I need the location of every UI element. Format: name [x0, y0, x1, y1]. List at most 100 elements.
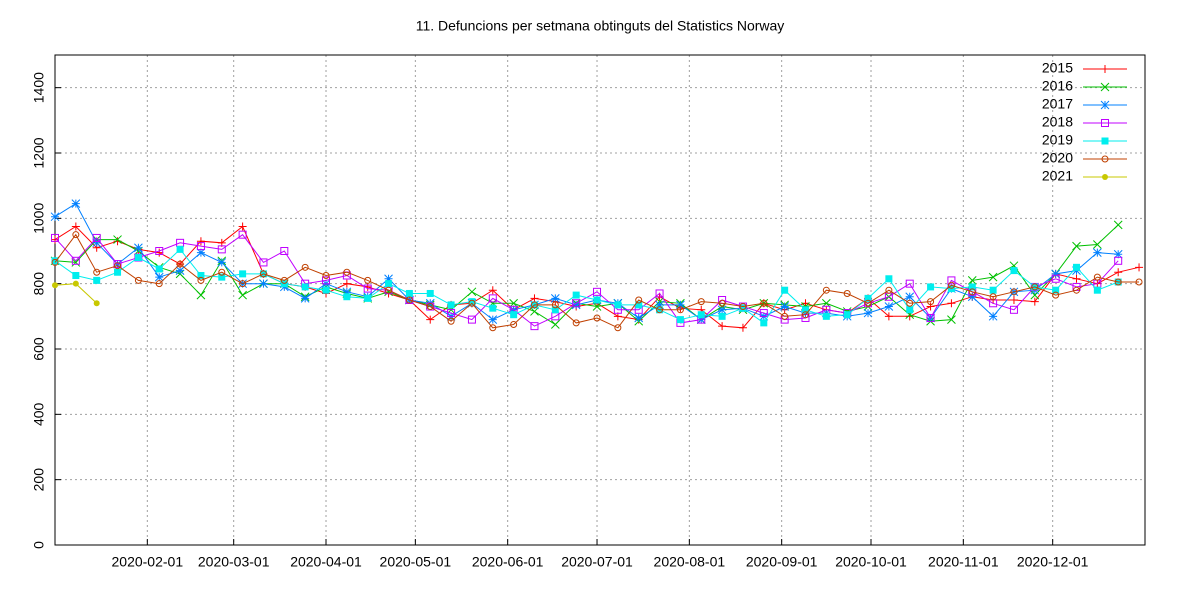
point	[593, 314, 601, 322]
point	[113, 260, 122, 269]
point	[1135, 278, 1143, 286]
point	[759, 309, 768, 318]
point	[259, 258, 268, 267]
point	[405, 289, 413, 297]
point	[1101, 137, 1109, 145]
point	[717, 305, 727, 315]
point	[196, 237, 205, 246]
point	[51, 233, 59, 242]
point	[134, 243, 143, 253]
point	[197, 276, 205, 284]
point	[1009, 296, 1018, 304]
y-tick-label: 0	[31, 541, 47, 549]
point	[905, 292, 915, 302]
point	[572, 299, 581, 308]
y-tick-label: 200	[31, 468, 47, 492]
point	[780, 302, 789, 311]
point	[1072, 274, 1081, 283]
point	[885, 286, 893, 294]
point	[968, 288, 976, 296]
point	[343, 293, 351, 301]
point	[467, 315, 476, 324]
point	[739, 303, 747, 311]
point	[510, 321, 518, 328]
point	[385, 280, 393, 288]
point	[1092, 240, 1102, 249]
point	[1073, 263, 1081, 271]
point	[1052, 286, 1060, 294]
point	[488, 294, 497, 303]
point	[1051, 269, 1061, 279]
point	[864, 299, 872, 307]
point	[489, 324, 497, 332]
point	[1100, 82, 1110, 92]
point	[467, 287, 477, 297]
point	[551, 301, 559, 309]
point	[1031, 283, 1039, 291]
point	[572, 291, 580, 299]
point	[239, 270, 247, 278]
point	[1073, 286, 1081, 294]
point	[426, 289, 434, 297]
point	[280, 247, 289, 255]
point	[154, 272, 164, 282]
point	[530, 301, 538, 309]
point	[71, 258, 81, 267]
y-tick-label: 400	[31, 402, 47, 426]
point	[718, 322, 727, 331]
point	[697, 298, 705, 306]
x-tick-label: 2020-10-01	[835, 554, 907, 570]
point	[176, 245, 184, 253]
point	[718, 312, 726, 320]
point	[322, 272, 330, 279]
point	[592, 302, 602, 311]
point	[218, 268, 226, 276]
point	[968, 283, 976, 291]
x-tick-label: 2020-02-01	[112, 554, 184, 570]
point	[217, 258, 227, 267]
point	[863, 308, 873, 318]
point	[822, 312, 830, 320]
point	[1093, 286, 1101, 294]
series-line	[54, 233, 1139, 329]
point	[905, 279, 914, 288]
point	[468, 298, 476, 306]
point	[1113, 220, 1123, 230]
point	[676, 306, 684, 314]
point	[447, 301, 455, 309]
series-line	[54, 248, 1119, 324]
point	[781, 286, 789, 294]
point	[947, 315, 956, 324]
point	[947, 281, 955, 289]
point	[906, 306, 914, 314]
point	[155, 247, 164, 255]
legend-label: 2016	[1042, 78, 1073, 94]
point	[342, 279, 351, 288]
point	[738, 323, 747, 332]
point	[1052, 291, 1060, 299]
point	[864, 294, 872, 302]
point	[322, 276, 331, 285]
point	[967, 292, 977, 302]
point	[301, 263, 309, 271]
point	[989, 293, 997, 301]
point	[1102, 174, 1108, 180]
point	[718, 299, 726, 307]
point	[176, 260, 184, 268]
point	[1100, 100, 1110, 110]
point	[197, 272, 205, 279]
point	[447, 309, 456, 318]
point	[155, 248, 164, 257]
legend-label: 2020	[1042, 150, 1073, 166]
point	[72, 272, 80, 279]
point	[947, 276, 956, 285]
point	[72, 280, 79, 287]
point	[93, 268, 101, 276]
point	[134, 276, 142, 284]
point	[72, 231, 80, 239]
point	[635, 296, 643, 304]
point	[426, 303, 434, 311]
point	[93, 300, 100, 307]
point	[884, 302, 894, 311]
